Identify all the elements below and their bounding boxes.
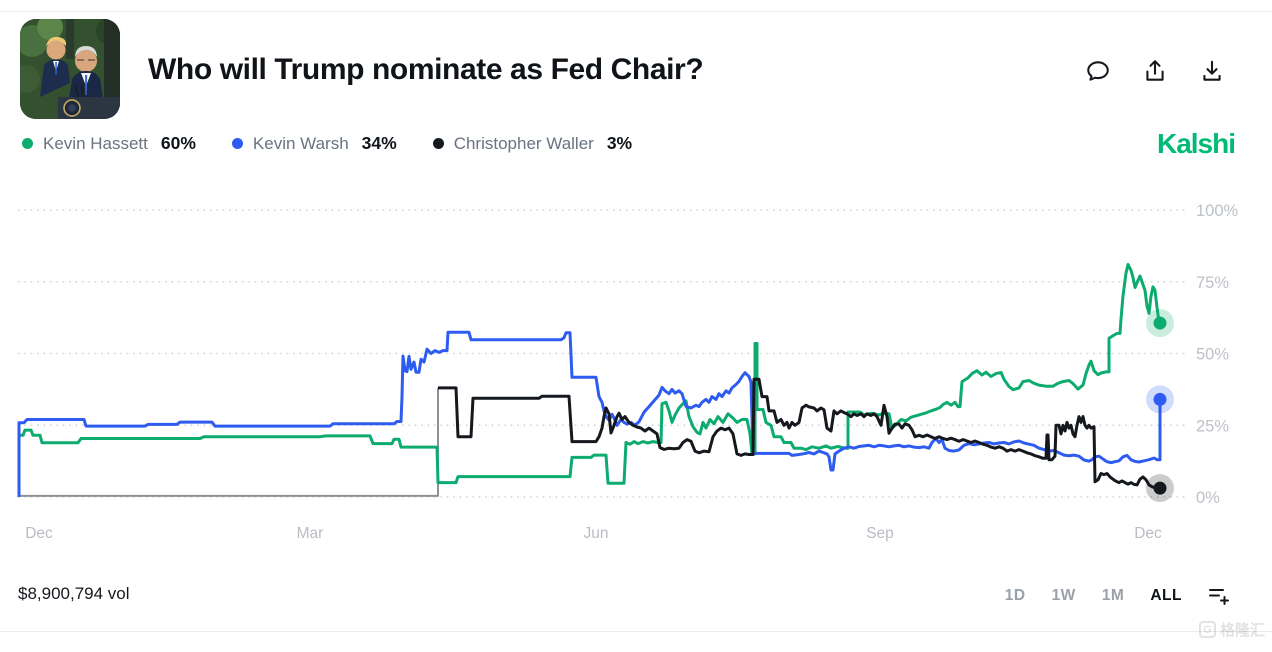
add-to-compare-icon[interactable] (1206, 584, 1232, 608)
x-axis-tick: Dec (25, 525, 53, 542)
series-line-christopher-waller (438, 377, 1161, 490)
share-icon[interactable] (1141, 57, 1169, 85)
y-axis-tick: 50% (1196, 346, 1229, 364)
range-all-button[interactable]: ALL (1150, 587, 1182, 604)
legend-item-kevin-hassett[interactable]: Kevin Hassett 60% (22, 133, 196, 154)
range-1m-button[interactable]: 1M (1101, 587, 1125, 604)
warsh-dot-icon (231, 138, 243, 149)
watermark-text: 格隆汇 (1219, 622, 1265, 639)
legend-name: Kevin Warsh (252, 133, 349, 153)
y-axis-tick: 100% (1196, 202, 1239, 220)
watermark: G 格隆汇 (1198, 619, 1265, 640)
x-axis-tick: Mar (297, 525, 324, 542)
legend-name: Christopher Waller (453, 133, 594, 153)
legend-value: 34% (361, 133, 397, 153)
waller-dot-icon (432, 138, 444, 149)
end-dot-kevin-warsh (1153, 392, 1167, 406)
kalshi-logo[interactable]: Kalshi (1156, 128, 1236, 159)
series-line-kevin-warsh (17, 330, 1162, 497)
x-axis-tick: Dec (1134, 525, 1162, 542)
range-1w-button[interactable]: 1W (1051, 587, 1076, 604)
legend-value: 60% (160, 133, 196, 153)
time-range-selector: 1D 1W 1M ALL (1005, 584, 1232, 608)
price-chart[interactable]: 0% 25% 50% 75% 100% Dec Mar Jun Sep Dec (0, 180, 1272, 560)
y-axis-tick: 0% (1196, 489, 1220, 507)
series-line-kevin-hassett (17, 263, 1162, 497)
watermark-logo-icon: G (1198, 621, 1216, 638)
range-1d-button[interactable]: 1D (1004, 587, 1026, 604)
legend-item-kevin-warsh[interactable]: Kevin Warsh 34% (231, 133, 397, 154)
top-divider (0, 11, 1272, 12)
x-axis-tick: Jun (584, 525, 609, 542)
page-title: Who will Trump nominate as Fed Chair? (148, 53, 704, 86)
y-axis-tick: 25% (1196, 417, 1229, 435)
hassett-dot-icon (22, 138, 33, 149)
header-toolbar (1084, 57, 1226, 85)
end-dot-kevin-hassett (1153, 316, 1167, 330)
download-icon[interactable] (1198, 57, 1226, 85)
y-axis-tick: 75% (1196, 274, 1229, 292)
legend: Kevin Hassett 60% Kevin Warsh 34% Christ… (22, 133, 632, 154)
series-line-christopher-waller-pre-launch (19, 387, 439, 497)
comment-icon[interactable] (1084, 57, 1112, 85)
volume-label: $8,900,794 vol (18, 584, 130, 603)
x-axis-tick: Sep (866, 525, 894, 542)
legend-item-christopher-waller[interactable]: Christopher Waller 3% (432, 133, 633, 154)
bottom-divider (0, 631, 1272, 632)
end-dot-christopher-waller (1153, 481, 1167, 495)
legend-value: 3% (606, 133, 633, 153)
market-image (20, 19, 120, 119)
legend-name: Kevin Hassett (43, 133, 148, 153)
market-image-art (20, 19, 120, 119)
